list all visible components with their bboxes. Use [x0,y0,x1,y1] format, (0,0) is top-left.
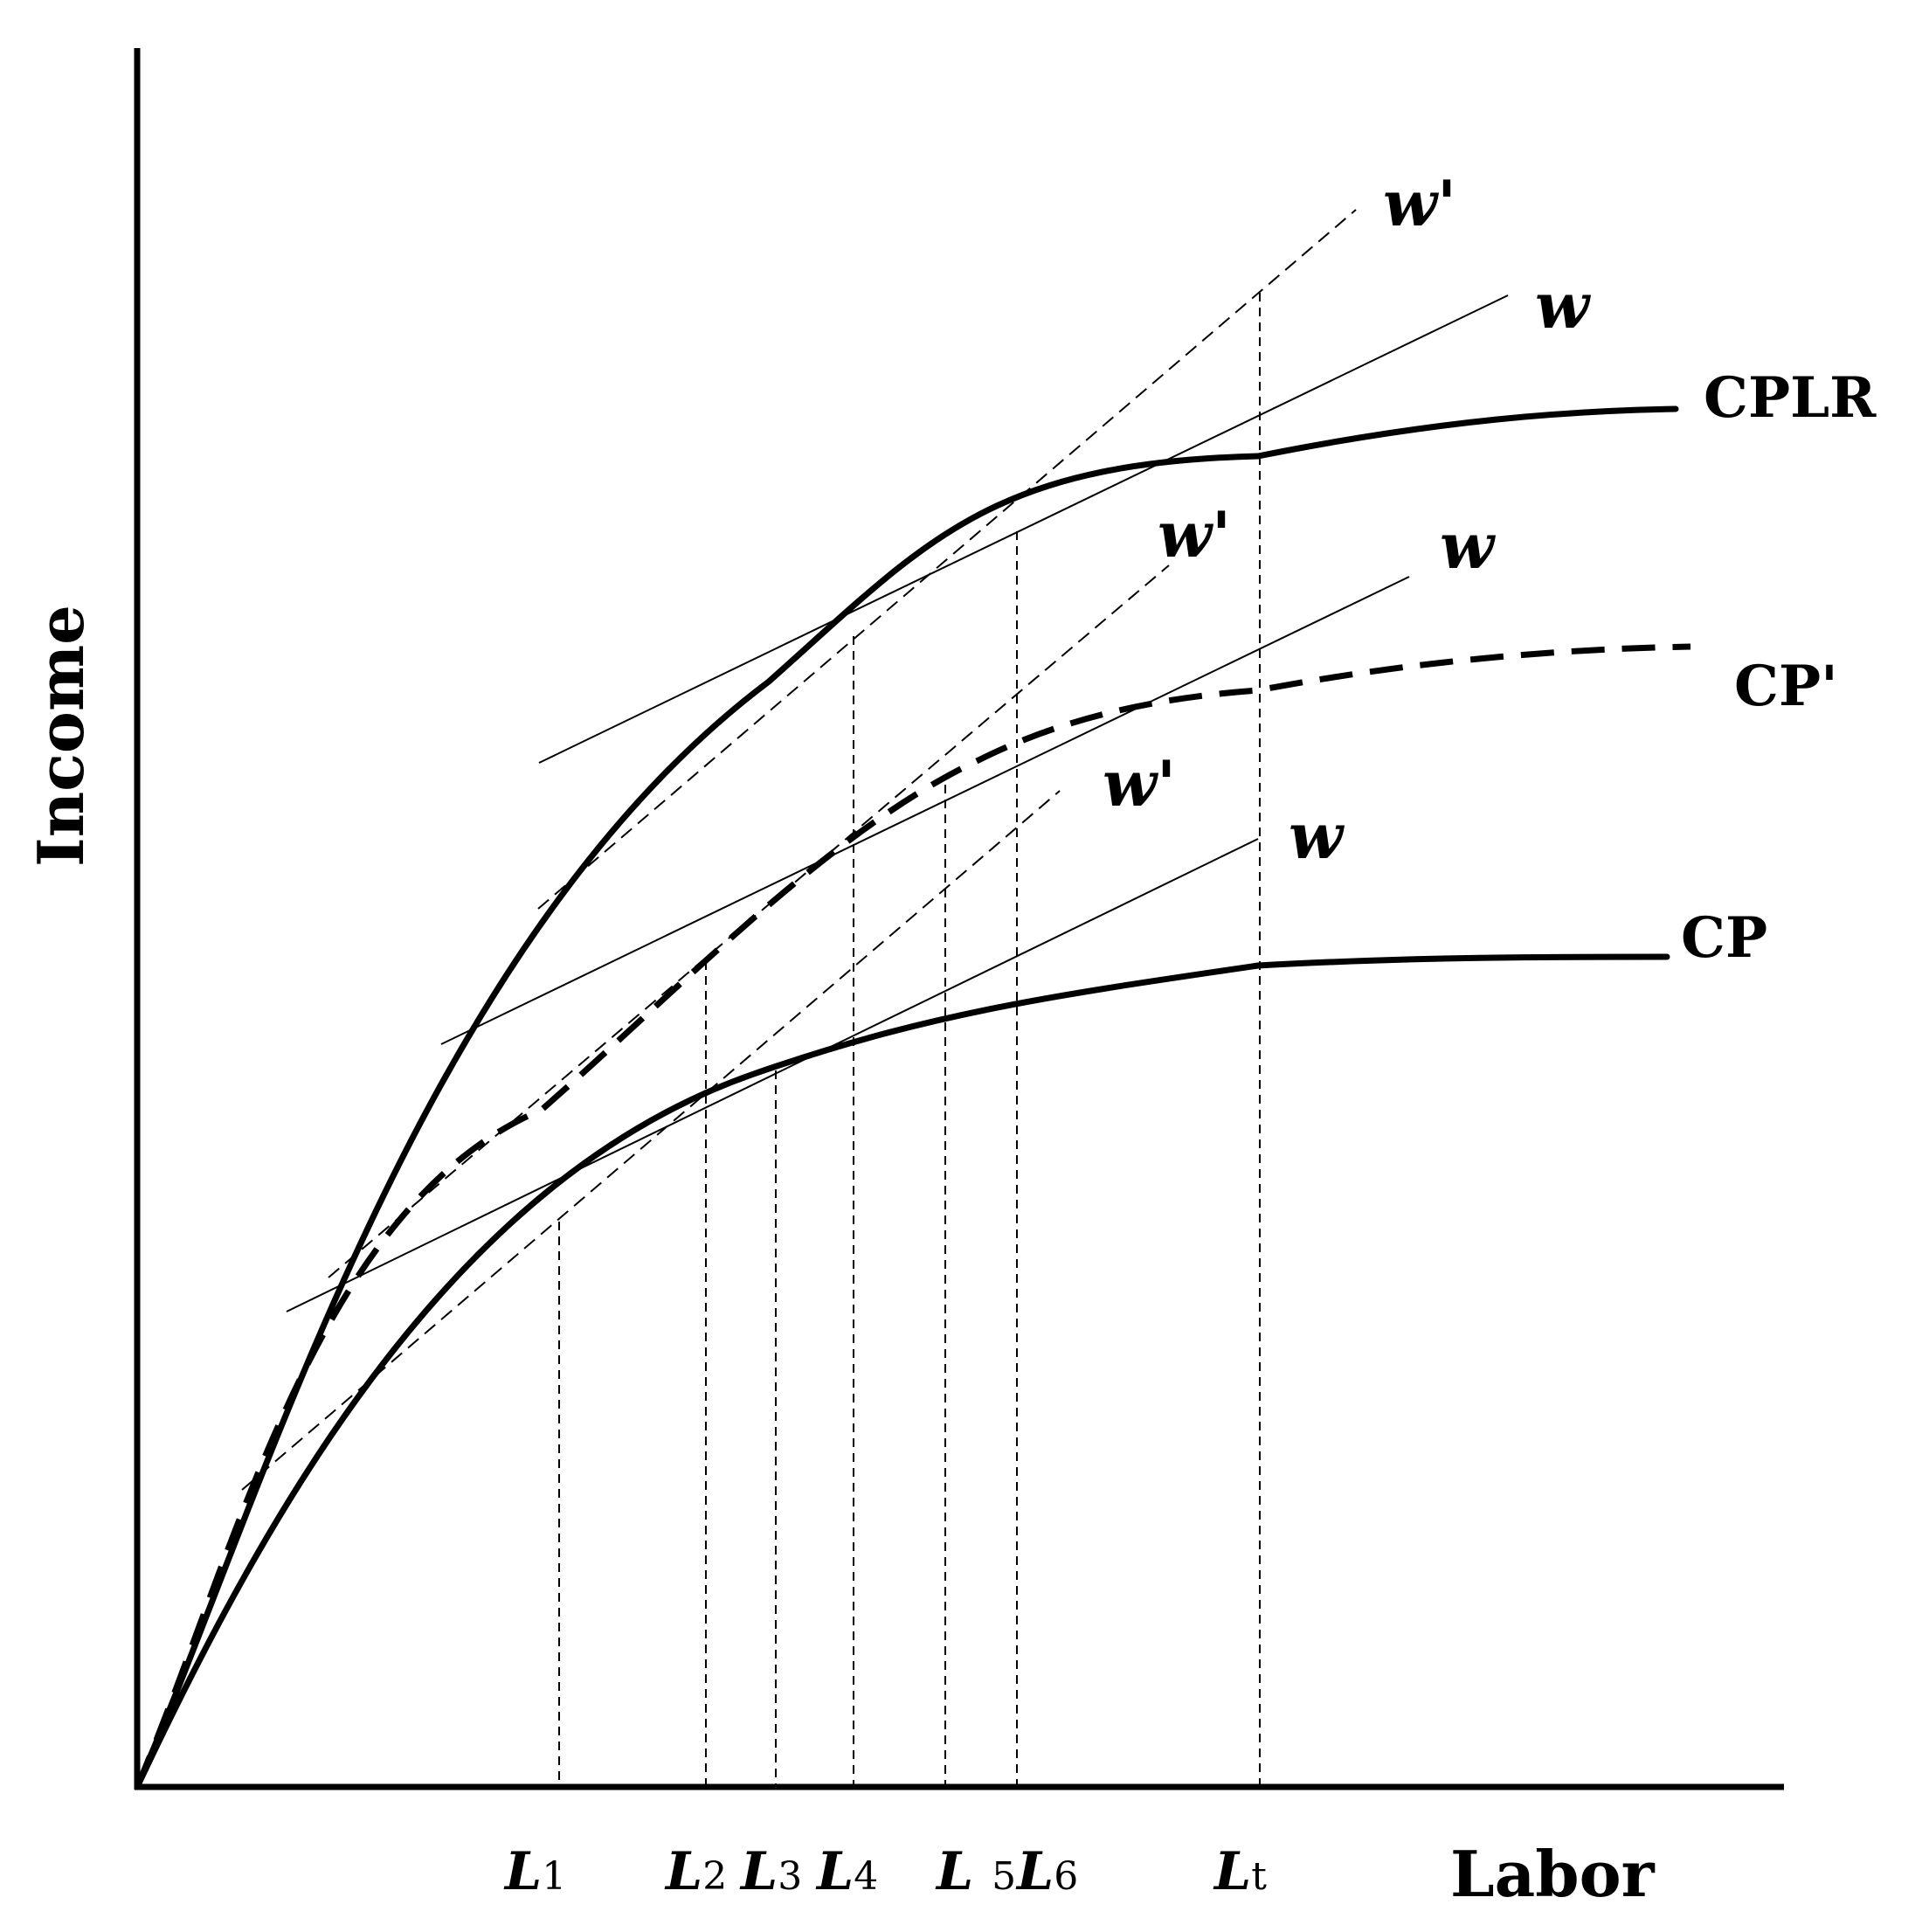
tick-labels: L1 L2 L3 L4 L 5 L6 Lt [503,1841,1267,1902]
upper-w-prime-label: w' [1383,166,1456,240]
cp-label: CP [1681,905,1767,971]
cp-prime-label: CP' [1734,654,1838,719]
lower-w-label: w [1289,799,1345,873]
tick-l3: L3 [739,1841,802,1902]
tick-l2: L2 [664,1841,727,1902]
upper-w-label: w [1535,268,1592,343]
lower-w-prime-label: w' [1103,746,1176,821]
middle-w-line [440,576,1410,1045]
upper-w-prime-line [537,209,1357,910]
tick-l1: L1 [503,1841,566,1902]
y-axis-title: Income [24,605,98,867]
tick-lt: Lt [1213,1841,1267,1902]
middle-w-prime-label: w' [1158,497,1231,571]
cp-curve [134,953,1670,1790]
cp-prime-curve [134,643,1691,1789]
tick-l6: L6 [1015,1841,1078,1902]
x-axis-title: Labor [1450,1837,1656,1911]
upper-w-line [538,294,1509,764]
tick-l4: L4 [815,1841,878,1902]
lower-w-line [286,838,1259,1312]
cplr-curve [134,405,1679,1790]
tick-l5: L 5 [935,1841,1016,1902]
cplr-label: CPLR [1704,365,1877,431]
middle-w-label: w [1440,509,1497,583]
